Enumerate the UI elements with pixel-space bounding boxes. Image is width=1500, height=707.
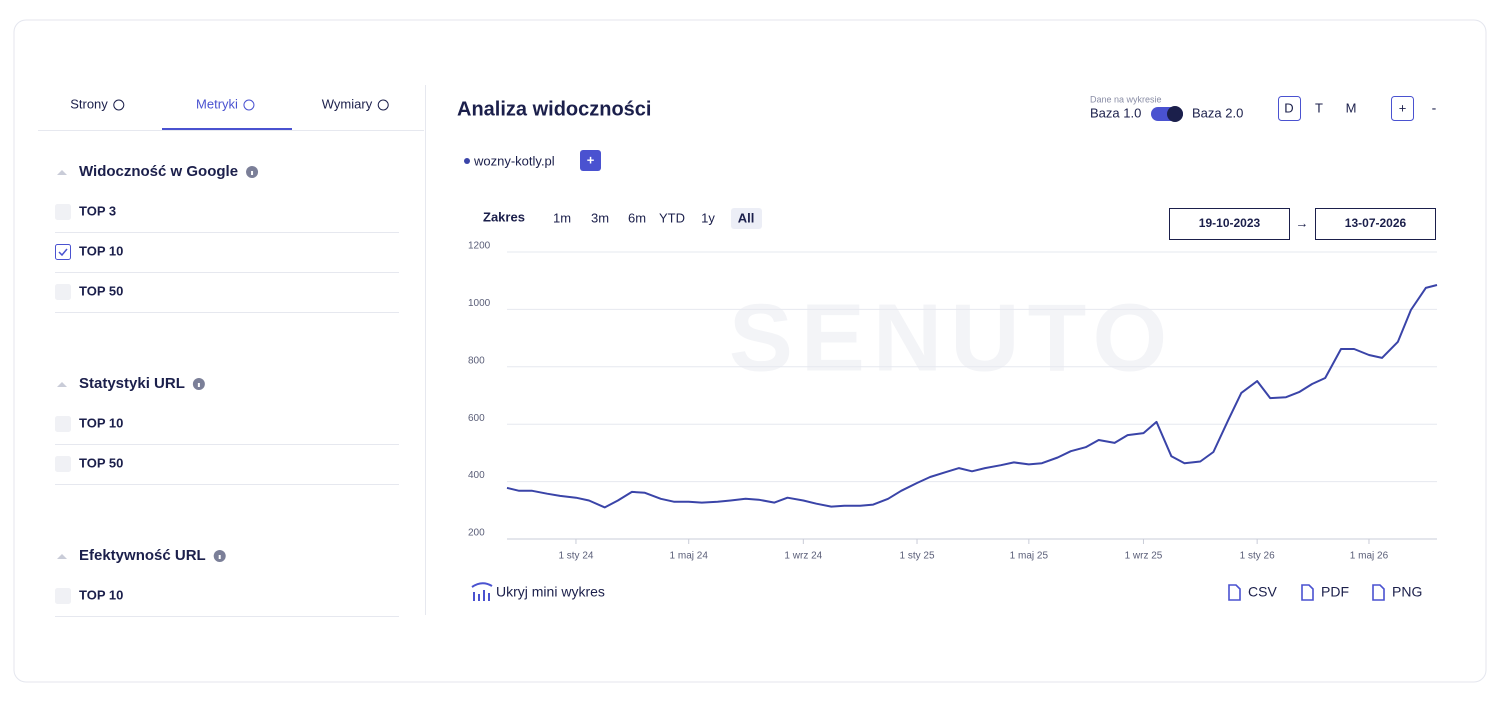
checkbox[interactable] [55, 588, 71, 604]
granularity-box [1278, 96, 1301, 121]
zoom-box [1391, 96, 1414, 121]
x-tick-label: 1 maj 26 [1350, 551, 1389, 562]
date-to[interactable]: 13-07-2026 [1345, 216, 1407, 230]
zoom-button[interactable]: - [1432, 100, 1437, 116]
section-title: Efektywność URL [79, 547, 206, 564]
info-icon [113, 99, 125, 111]
checkbox[interactable] [55, 204, 71, 220]
date-box[interactable] [1169, 208, 1290, 240]
item-label[interactable]: TOP 10 [79, 415, 123, 430]
granularity-button[interactable]: M [1346, 100, 1357, 115]
collapse-caret[interactable] [57, 554, 67, 559]
y-tick-label: 200 [468, 528, 485, 539]
collapse-caret[interactable] [57, 382, 67, 387]
range-option[interactable]: All [738, 210, 755, 225]
card [13, 19, 1487, 683]
range-option[interactable]: YTD [659, 210, 685, 225]
checkbox[interactable] [55, 244, 71, 260]
file-icon [1228, 584, 1241, 601]
item-label[interactable]: TOP 10 [79, 243, 123, 258]
tab-underline [162, 128, 292, 130]
mini-icon [471, 582, 493, 601]
x-tick-label: 1 wrz 24 [784, 551, 822, 562]
checkmark [58, 248, 68, 257]
y-tick-label: 800 [468, 355, 485, 366]
granularity-button[interactable]: D [1284, 100, 1293, 115]
base-option[interactable]: Baza 1.0 [1090, 105, 1141, 120]
y-tick-label: 1200 [468, 241, 491, 252]
toggle-knob [1167, 106, 1183, 122]
tab[interactable]: Metryki [196, 96, 238, 111]
y-tick-label: 1000 [468, 298, 491, 309]
info-icon-mark [218, 555, 221, 559]
legend-label: wozny-kotly.pl [473, 153, 555, 168]
x-tick-label: 1 maj 25 [1010, 551, 1049, 562]
item-label[interactable]: TOP 3 [79, 203, 116, 218]
export-button[interactable]: CSV [1248, 584, 1277, 600]
x-tick-label: 1 sty 25 [900, 551, 935, 562]
range-option[interactable]: 3m [591, 210, 609, 225]
series-line [506, 284, 1438, 509]
watermark: SENUTO [729, 284, 1175, 391]
x-tick-label: 1 sty 26 [1240, 551, 1275, 562]
mini-toggle[interactable]: Ukryj mini wykres [496, 584, 605, 600]
range-option[interactable]: 1m [553, 210, 571, 225]
legend-dot [464, 158, 470, 164]
x-tick-label: 1 maj 24 [670, 551, 709, 562]
file-icon [1301, 584, 1314, 601]
file-icon [1372, 584, 1385, 601]
base-option[interactable]: Baza 2.0 [1192, 105, 1243, 120]
tab[interactable]: Strony [70, 96, 108, 111]
granularity-button[interactable]: T [1315, 100, 1323, 115]
add-button[interactable]: + [587, 152, 595, 167]
range-label: Zakres [483, 209, 525, 224]
item-label[interactable]: TOP 10 [79, 587, 123, 602]
info-icon-mark [197, 383, 200, 387]
checkbox[interactable] [55, 456, 71, 472]
info-icon-mark [251, 171, 254, 175]
item-label[interactable]: TOP 50 [79, 283, 123, 298]
title: Analiza widoczności [457, 98, 651, 120]
info-icon [377, 99, 389, 111]
info-icon [243, 99, 255, 111]
export-button[interactable]: PDF [1321, 584, 1349, 600]
collapse-caret[interactable] [57, 170, 67, 175]
x-tick-label: 1 sty 24 [558, 551, 593, 562]
add-button-bg[interactable] [580, 150, 601, 171]
x-tick-label: 1 wrz 25 [1125, 551, 1163, 562]
checkbox[interactable] [55, 284, 71, 300]
date-box[interactable] [1315, 208, 1436, 240]
range-option[interactable]: 1y [701, 210, 715, 225]
range-option[interactable]: 6m [628, 210, 646, 225]
section-title: Widoczność w Google [79, 163, 238, 180]
range-active [731, 208, 762, 229]
date-from[interactable]: 19-10-2023 [1199, 216, 1261, 230]
section-title: Statystyki URL [79, 375, 185, 392]
y-tick-label: 600 [468, 413, 485, 424]
tab[interactable]: Wymiary [322, 96, 373, 111]
export-button[interactable]: PNG [1392, 584, 1422, 600]
date-separator: → [1296, 215, 1309, 230]
data-source-label: Dane na wykresie [1090, 94, 1162, 104]
item-label[interactable]: TOP 50 [79, 455, 123, 470]
y-tick-label: 400 [468, 470, 485, 481]
zoom-button[interactable]: + [1399, 100, 1407, 115]
checkbox[interactable] [55, 416, 71, 432]
